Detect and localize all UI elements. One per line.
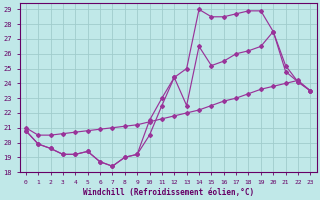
X-axis label: Windchill (Refroidissement éolien,°C): Windchill (Refroidissement éolien,°C) xyxy=(83,188,254,197)
